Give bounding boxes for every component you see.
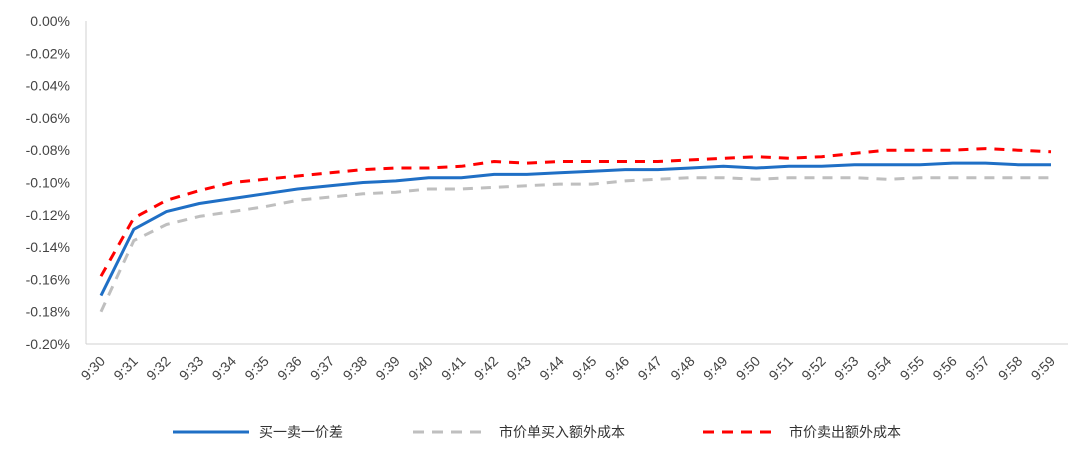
x-tick-label: 9:52 (798, 353, 829, 384)
y-tick-label: -0.02% (26, 45, 70, 61)
x-tick-label: 9:50 (733, 353, 764, 384)
y-tick-label: -0.10% (26, 175, 70, 191)
x-tick-label: 9:45 (569, 353, 600, 384)
x-tick-label: 9:48 (667, 353, 698, 384)
x-tick-label: 9:41 (438, 353, 469, 384)
x-tick-label: 9:39 (372, 353, 403, 384)
y-tick-label: -0.06% (26, 110, 70, 126)
x-tick-label: 9:46 (602, 353, 633, 384)
y-tick-label: -0.14% (26, 239, 70, 255)
y-tick-label: -0.16% (26, 271, 70, 287)
x-tick-label: 9:38 (340, 353, 371, 384)
legend-label: 市价单买入额外成本 (499, 424, 625, 441)
x-tick-label: 9:57 (962, 353, 993, 384)
x-tick-label: 9:53 (831, 353, 862, 384)
x-tick-label: 9:55 (897, 353, 928, 384)
x-tick-label: 9:31 (110, 353, 141, 384)
y-tick-label: -0.18% (26, 304, 70, 320)
series-lines (99, 147, 1052, 313)
x-tick-label: 9:56 (929, 353, 960, 384)
x-tick-label: 9:42 (471, 353, 502, 384)
series-line (99, 147, 1052, 277)
x-tick-label: 9:54 (864, 353, 895, 384)
x-axis-ticks: 9:30 9:31 9:32 9:33 9:34 9:35 9:36 9:37 9:38 9:39… (78, 353, 1059, 384)
x-tick-label: 9:37 (307, 353, 338, 384)
x-tick-label: 9:35 (241, 353, 272, 384)
legend-label: 市价卖出额外成本 (789, 424, 901, 441)
legend-label: 买一卖一价差 (259, 425, 343, 441)
legend: 买一卖一价差 市价单买入额外成本 市价卖出额外成本 (173, 424, 901, 441)
x-tick-label: 9:51 (765, 353, 796, 384)
x-tick-label: 9:32 (143, 353, 174, 384)
x-tick-label: 9:36 (274, 353, 305, 384)
x-tick-label: 9:30 (78, 353, 109, 384)
y-tick-label: -0.08% (26, 142, 70, 158)
x-tick-label: 9:43 (503, 353, 534, 384)
series-line (99, 161, 1051, 297)
x-tick-label: 9:33 (176, 353, 207, 384)
x-tick-label: 9:59 (1028, 353, 1059, 384)
series-line (99, 176, 1051, 313)
x-tick-label: 9:58 (995, 353, 1026, 384)
y-tick-label: -0.12% (26, 207, 70, 223)
x-tick-label: 9:40 (405, 353, 436, 384)
x-tick-label: 9:44 (536, 353, 567, 384)
y-axis-ticks: 0.00% -0.02% -0.04% -0.06% -0.08% -0.10% -0.12… (26, 13, 70, 352)
y-tick-label: 0.00% (30, 13, 70, 29)
y-tick-label: -0.04% (26, 78, 70, 94)
x-tick-label: 9:49 (700, 353, 731, 384)
x-tick-label: 9:34 (209, 353, 240, 384)
x-tick-label: 9:47 (634, 353, 665, 384)
y-tick-label: -0.20% (26, 336, 70, 352)
